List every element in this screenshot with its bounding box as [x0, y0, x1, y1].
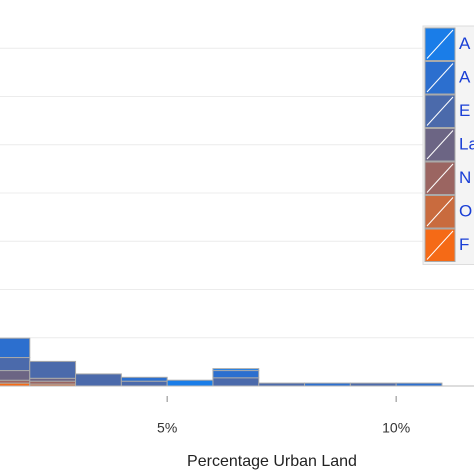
- legend-label: O: [459, 202, 472, 221]
- bar-segment: [29, 360, 77, 379]
- bar-segment: [212, 368, 260, 372]
- bar-segment: [75, 373, 122, 387]
- x-axis-label: Percentage Urban Land: [187, 453, 357, 470]
- bar-segment: [120, 376, 168, 382]
- bar-segment: [212, 377, 260, 387]
- bar-segment: [0, 357, 31, 372]
- x-tick-label: 10%: [382, 420, 410, 436]
- legend-key-stripe: [426, 63, 454, 93]
- x-tick-label: 5%: [157, 420, 177, 436]
- legend-key-stripe: [426, 197, 454, 227]
- legend-key-stripe: [426, 230, 454, 260]
- legend-key-stripe: [426, 130, 454, 160]
- legend-label: A: [459, 68, 471, 87]
- bar-segment: [120, 380, 168, 387]
- legend-key-stripe: [426, 29, 454, 59]
- bar-segment: [212, 370, 260, 379]
- bar-segment: [0, 370, 31, 381]
- bar-segment: [0, 337, 31, 359]
- legend-key-stripe: [426, 163, 454, 193]
- legend-key-stripe: [426, 96, 454, 126]
- legend-label: F: [459, 235, 469, 254]
- legend-label: E: [459, 101, 470, 120]
- legend-label: La: [459, 135, 474, 154]
- legend-label: A: [459, 34, 471, 53]
- bar-segment: [166, 379, 214, 387]
- legend-label: N: [459, 168, 471, 187]
